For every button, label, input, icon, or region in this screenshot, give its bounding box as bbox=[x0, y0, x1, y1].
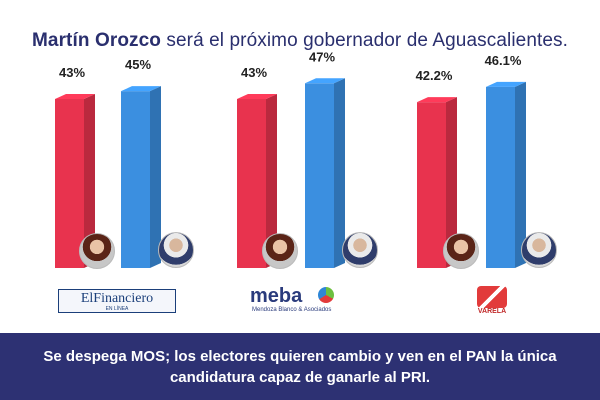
bar bbox=[486, 81, 526, 269]
candidate-male-photo bbox=[158, 232, 194, 268]
candidate-female-photo bbox=[262, 233, 298, 269]
candidate-male-photo bbox=[521, 232, 557, 268]
data-label: 45% bbox=[125, 57, 151, 72]
chart-panel-2: 43% 47% bbox=[237, 49, 345, 268]
varela-logo-text: VARELA bbox=[477, 308, 507, 315]
bar bbox=[237, 94, 277, 268]
elfinanciero-logo-text: ElFinanciero bbox=[80, 291, 154, 306]
meba-logo-text: meba bbox=[250, 285, 303, 307]
chart-panel-3: 42.2% 46.1% bbox=[416, 53, 526, 269]
meba-logo: meba Mendoza Blanco & Asociados bbox=[250, 285, 350, 315]
title-rest: será el próximo gobernador de Aguascalie… bbox=[161, 30, 569, 51]
data-label: 46.1% bbox=[485, 53, 522, 68]
candidate-female-photo bbox=[443, 233, 479, 269]
varela-logo: VARELA bbox=[470, 286, 514, 320]
candidate-female-photo bbox=[79, 233, 115, 269]
elfinanciero-logo-sub: EN LÍNEA bbox=[105, 306, 129, 312]
varela-logo-mark bbox=[477, 286, 507, 308]
page-title: Martín Orozco será el próximo gobernador… bbox=[0, 30, 600, 52]
bar bbox=[121, 86, 161, 269]
data-label: 43% bbox=[241, 65, 267, 80]
candidate-male-photo bbox=[342, 232, 378, 268]
candidate-name: Martín Orozco bbox=[31, 30, 161, 51]
bottom-banner: Se despega MOS; los electores quieren ca… bbox=[0, 333, 600, 400]
bar bbox=[305, 78, 345, 268]
data-label: 47% bbox=[309, 49, 335, 64]
elfinanciero-logo: ElFinanciero EN LÍNEA bbox=[58, 289, 176, 313]
meba-logo-sub: Mendoza Blanco & Asociados bbox=[252, 307, 332, 313]
chart-panel-1: 43% 45% bbox=[55, 57, 161, 269]
data-label: 42.2% bbox=[416, 68, 453, 83]
meba-logo-mark bbox=[318, 287, 334, 303]
data-label: 43% bbox=[59, 65, 85, 80]
bar bbox=[55, 94, 95, 268]
bar bbox=[417, 97, 457, 269]
